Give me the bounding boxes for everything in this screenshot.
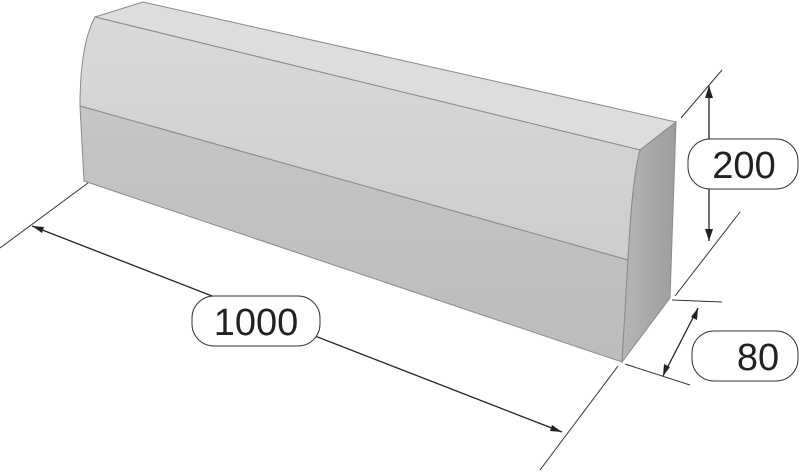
arrowhead-height-bottom <box>705 229 713 241</box>
ext-line-width-bottom <box>624 363 691 386</box>
ext-line-length-left <box>0 182 89 249</box>
label-height: 200 <box>687 138 799 190</box>
ext-line-width-top <box>671 299 723 303</box>
ext-line-height-top <box>680 69 723 119</box>
block-end-face <box>621 120 677 364</box>
arrowhead-width-bottom <box>663 364 670 376</box>
label-length: 1000 <box>191 295 321 347</box>
label-width-box <box>691 330 799 382</box>
arrowhead-width-top <box>691 308 698 320</box>
arrowhead-height-top <box>705 86 713 98</box>
label-height-box <box>687 138 799 190</box>
label-length-text: 1000 <box>214 302 299 344</box>
label-length-box <box>191 295 321 347</box>
ext-line-length-right <box>539 365 619 471</box>
curb-block <box>79 1 678 364</box>
ext-line-height-bottom <box>674 211 741 297</box>
label-width-text: 80 <box>737 337 779 379</box>
arrowhead-length-left <box>32 226 44 233</box>
extension-lines <box>0 69 741 471</box>
label-width: 80 <box>691 330 799 382</box>
dim-line-width <box>662 307 699 377</box>
arrowhead-length-right <box>550 425 562 432</box>
label-height-text: 200 <box>712 145 775 187</box>
